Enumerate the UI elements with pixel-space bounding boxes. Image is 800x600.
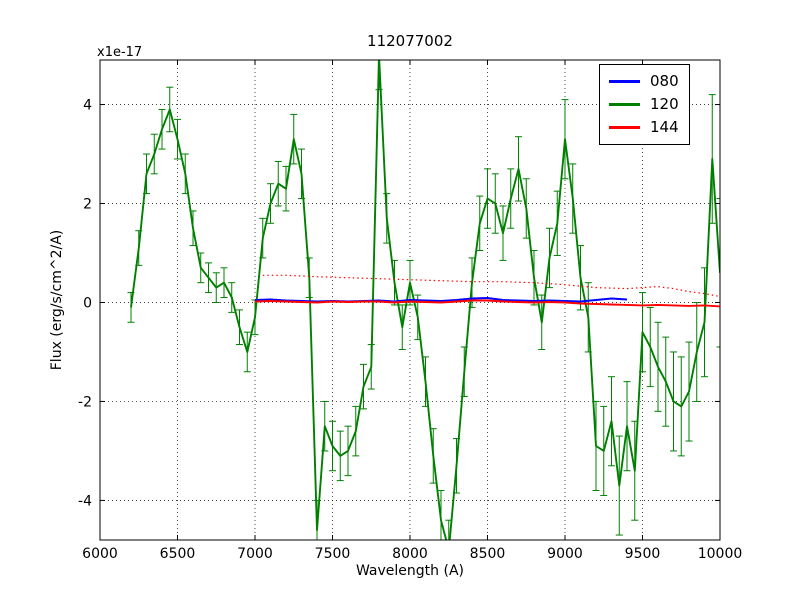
legend-label: 144 <box>650 118 679 136</box>
x-axis-label: Wavelength (A) <box>355 563 464 579</box>
ticks: 6000 6500 7000 7500 8000 8500 9000 9500 10000 -4 -… <box>78 60 742 562</box>
x-tick-label: 8000 <box>392 546 428 562</box>
series-line-120 <box>130 60 720 540</box>
legend-label: 120 <box>650 95 679 113</box>
y-tick-label: -4 <box>78 493 92 509</box>
chart-title: 112077002 <box>367 32 453 50</box>
legend-line-sample-blue <box>609 80 640 83</box>
x-tick-label: 6500 <box>160 546 196 562</box>
series-line-144-upper-envelope <box>262 274 720 298</box>
legend-item-120: 120 <box>609 93 679 116</box>
x-tick-label: 7000 <box>237 546 273 562</box>
y-tick-label: -2 <box>78 394 92 410</box>
legend: 080 120 144 <box>599 64 690 145</box>
y-tick-label: 4 <box>83 98 92 114</box>
legend-item-144: 144 <box>609 116 679 139</box>
y-axis-label: Flux (erg/s/cm^2/A) <box>49 229 65 371</box>
x-tick-label: 9000 <box>547 546 583 562</box>
legend-item-080: 080 <box>609 70 679 93</box>
series-group <box>127 60 720 540</box>
y-tick-label: 0 <box>83 295 92 311</box>
series-line-080 <box>254 297 628 303</box>
legend-label: 080 <box>650 72 679 90</box>
series-line-144 <box>254 299 720 308</box>
y-axis-scale-offset: x1e-17 <box>97 45 143 60</box>
y-tick-label: 2 <box>83 197 92 213</box>
x-tick-label: 9500 <box>625 546 661 562</box>
x-tick-label: 7500 <box>315 546 351 562</box>
legend-line-sample-red <box>609 126 640 129</box>
x-tick-label: 10000 <box>698 546 743 562</box>
x-tick-label: 6000 <box>82 546 118 562</box>
legend-line-sample-green <box>609 103 640 106</box>
x-tick-label: 8500 <box>470 546 506 562</box>
